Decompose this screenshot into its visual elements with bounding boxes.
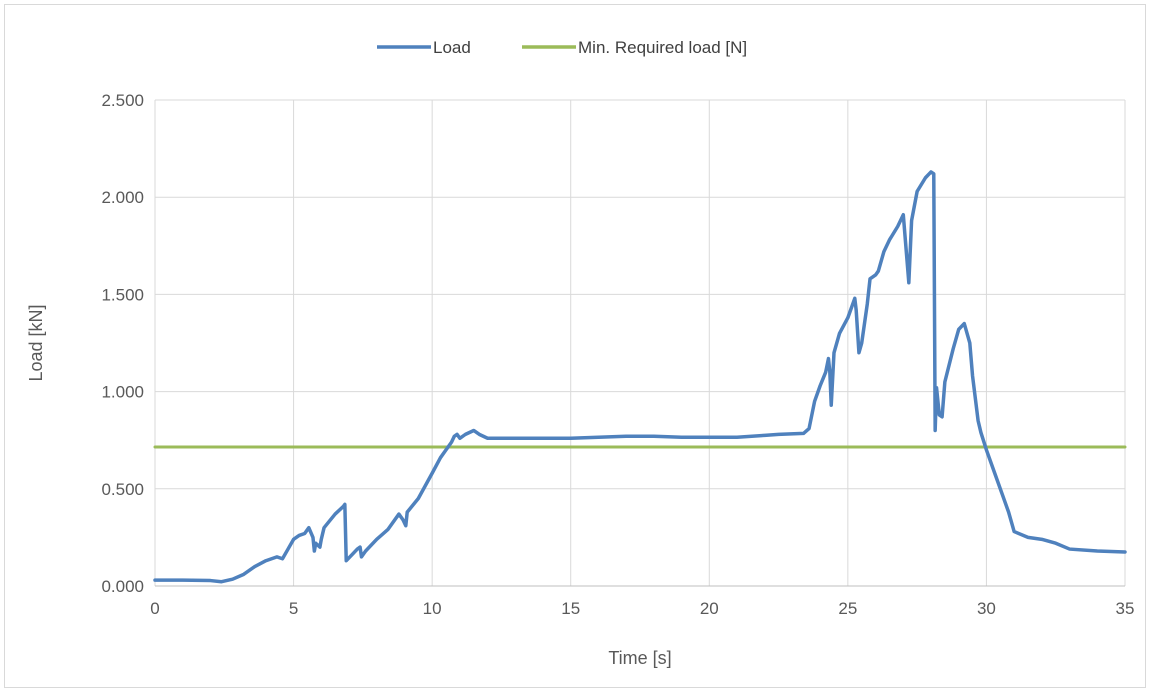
y-tick-label: 2.500: [101, 91, 144, 110]
x-tick-label: 35: [1116, 599, 1135, 618]
x-tick-label: 5: [289, 599, 298, 618]
tick-labels: 0.000 0.500 1.000 1.500 2.000 2.500 0 5 10 15 20 25…: [101, 91, 1134, 618]
x-tick-label: 10: [423, 599, 442, 618]
y-tick-label: 2.000: [101, 188, 144, 207]
y-tick-label: 1.500: [101, 285, 144, 304]
series-line-load: [155, 172, 1125, 582]
x-axis-title: Time [s]: [608, 648, 671, 668]
y-tick-label: 0.500: [101, 480, 144, 499]
y-tick-label: 0.000: [101, 577, 144, 596]
x-tick-label: 0: [150, 599, 159, 618]
x-tick-label: 25: [838, 599, 857, 618]
x-tick-label: 30: [977, 599, 996, 618]
legend-label-min-required-load: Min. Required load [N]: [578, 38, 747, 57]
x-tick-label: 20: [700, 599, 719, 618]
grid-lines: [155, 100, 1125, 586]
y-axis-title: Load [kN]: [26, 304, 46, 381]
y-tick-label: 1.000: [101, 383, 144, 402]
x-tick-label: 15: [561, 599, 580, 618]
legend-label-load: Load: [433, 38, 471, 57]
series-layer: [155, 172, 1125, 582]
legend: Load Min. Required load [N]: [377, 38, 747, 57]
